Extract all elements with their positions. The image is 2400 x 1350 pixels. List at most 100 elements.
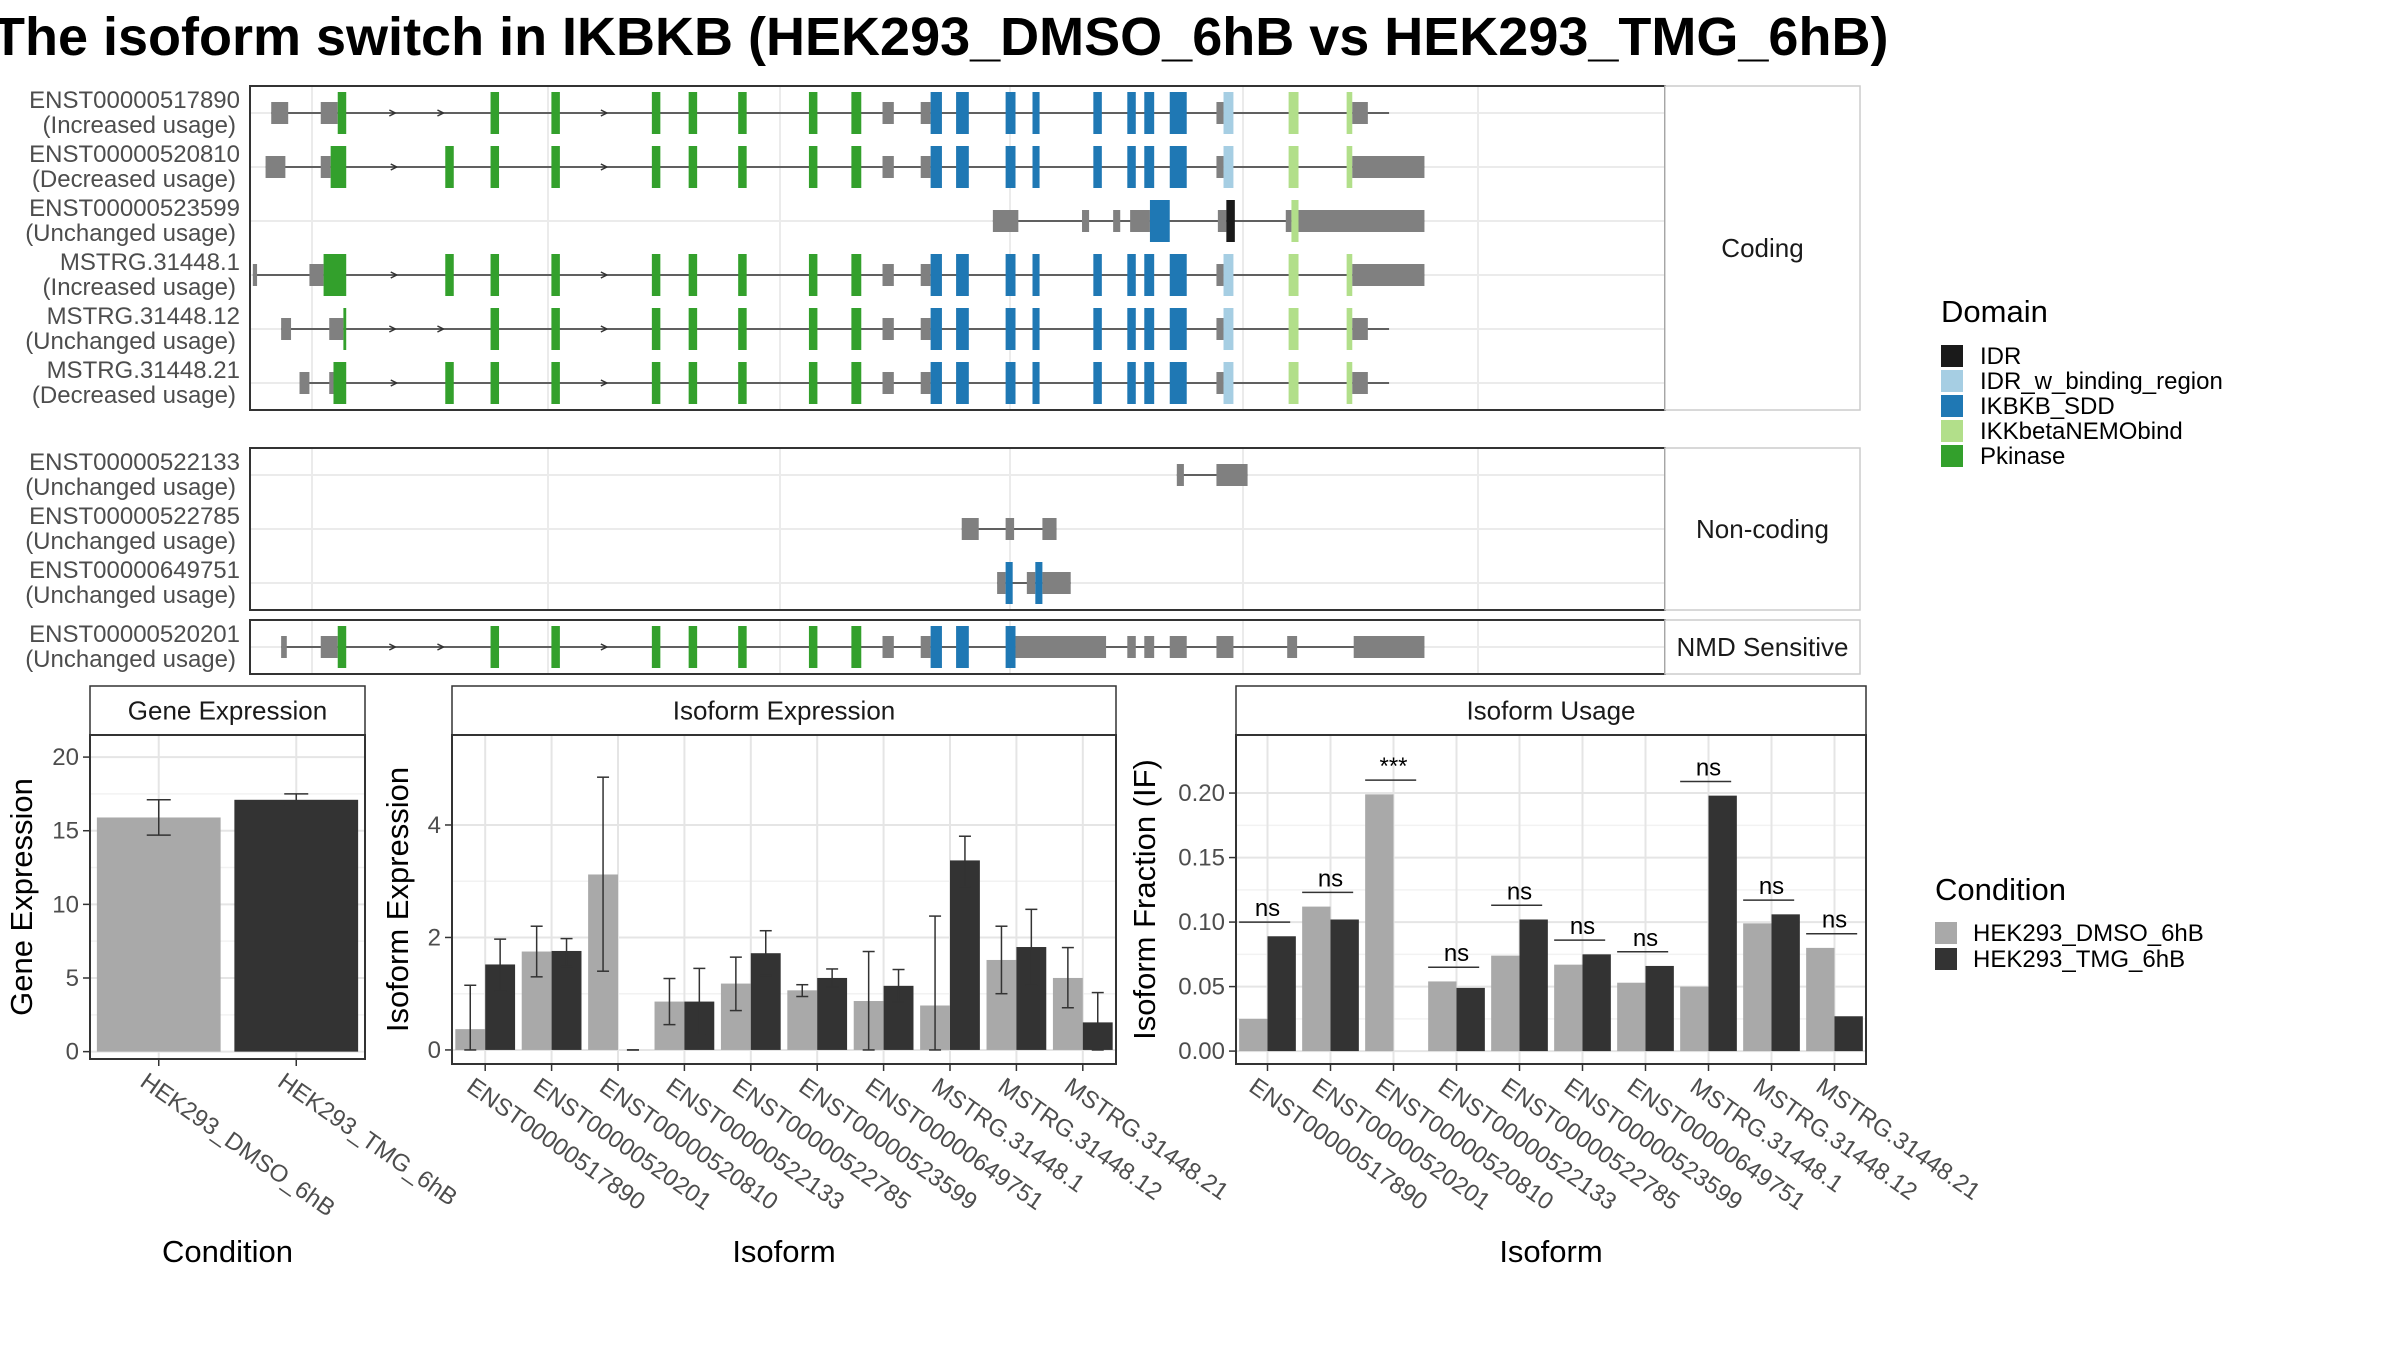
utr-exon	[320, 102, 338, 124]
transcript-usage-label: (Decreased usage)	[32, 382, 236, 409]
utr-exon	[1113, 210, 1121, 232]
intron-direction-arrow	[600, 271, 609, 279]
domain-exon-IKBKB_SDD	[930, 254, 942, 296]
domain-exon-Pkinase	[445, 146, 454, 188]
domain-legend-label: Pkinase	[1980, 443, 2065, 470]
bar-dmso	[1365, 794, 1394, 1052]
utr-exon	[882, 318, 894, 340]
utr-exon	[309, 264, 324, 286]
domain-exon-IKKbetaNEMObind	[1288, 254, 1299, 296]
domain-exon-IKBKB_SDD	[1169, 308, 1187, 350]
domain-exon-IDR_w_binding_region	[1223, 308, 1234, 350]
domain-exon-IKKbetaNEMObind	[1288, 92, 1299, 134]
bar-tmg	[1330, 919, 1359, 1052]
utr-exon	[1285, 210, 1292, 232]
condition-legend-swatch	[1935, 948, 1957, 970]
domain-exon-IKBKB_SDD	[1149, 200, 1170, 242]
domain-exon-Pkinase	[330, 146, 347, 188]
utr-exon	[920, 318, 931, 340]
transcript-label: ENST00000522785	[29, 503, 240, 530]
utr-exon	[1144, 636, 1155, 658]
domain-exon-IKBKB_SDD	[1127, 254, 1136, 296]
domain-exon-IKBKB_SDD	[956, 308, 969, 350]
bar-tmg	[1519, 919, 1548, 1052]
bar-dmso	[1491, 955, 1520, 1052]
domain-exon-Pkinase	[490, 254, 500, 296]
domain-exon-Pkinase	[490, 92, 500, 134]
y-tick-label: 5	[66, 965, 79, 992]
utr-exon	[329, 318, 344, 340]
bar-tmg	[950, 860, 980, 1050]
domain-exon-IKBKB_SDD	[956, 362, 969, 404]
domain-exon-Pkinase	[851, 254, 862, 296]
domain-exon-Pkinase	[337, 626, 347, 668]
utr-exon	[882, 372, 894, 394]
domain-exon-Pkinase	[688, 92, 698, 134]
utr-exon	[1298, 210, 1425, 232]
domain-exon-IKBKB_SDD	[930, 146, 942, 188]
domain-exon-IKBKB_SDD	[1127, 92, 1136, 134]
intron-direction-arrow	[600, 163, 609, 171]
domain-exon-IKBKB_SDD	[1093, 254, 1102, 296]
y-tick-label: 0	[428, 1037, 441, 1064]
domain-exon-IKBKB_SDD	[1032, 362, 1040, 404]
utr-exon	[1352, 264, 1425, 286]
utr-exon	[882, 264, 894, 286]
significance-label: ns	[1507, 878, 1532, 905]
transcript-label: MSTRG.31448.21	[47, 357, 240, 384]
transcript-usage-label: (Increased usage)	[43, 274, 236, 301]
domain-exon-Pkinase	[851, 146, 862, 188]
bar-dmso	[1743, 923, 1772, 1052]
utr-exon	[265, 156, 286, 178]
plot-border	[451, 734, 1117, 1065]
domain-exon-Pkinase	[851, 92, 862, 134]
utr-exon	[882, 636, 894, 658]
bar-tmg	[1708, 795, 1737, 1052]
utr-exon	[1042, 572, 1071, 594]
bar-dmso	[1302, 906, 1331, 1052]
domain-exon-IKBKB_SDD	[1005, 92, 1016, 134]
domain-exon-IKBKB_SDD	[930, 626, 942, 668]
facet-strip-label: Coding	[1721, 233, 1803, 263]
utr-exon	[271, 102, 289, 124]
utr-exon	[1042, 518, 1057, 540]
utr-exon	[1216, 636, 1234, 658]
transcript-structure-panel: ENST00000517890(Increased usage)ENST0000…	[25, 85, 1861, 675]
utr-exon	[1216, 264, 1224, 286]
domain-exon-Pkinase	[808, 308, 818, 350]
bar-tmg	[1582, 954, 1611, 1052]
domain-exon-IKBKB_SDD	[930, 92, 942, 134]
utr-exon	[1216, 102, 1224, 124]
domain-exon-IDR	[1226, 200, 1235, 242]
domain-exon-Pkinase	[688, 146, 698, 188]
domain-exon-IKKbetaNEMObind	[1291, 200, 1299, 242]
domain-exon-Pkinase	[688, 254, 698, 296]
plot-border	[89, 734, 366, 1060]
domain-exon-Pkinase	[337, 92, 347, 134]
domain-exon-IKBKB_SDD	[1169, 146, 1187, 188]
domain-exon-IKBKB_SDD	[1093, 92, 1102, 134]
y-tick-label: 0.00	[1178, 1038, 1225, 1065]
utr-exon	[920, 264, 931, 286]
utr-exon	[1005, 518, 1015, 540]
utr-exon	[882, 156, 894, 178]
significance-label: ***	[1379, 753, 1407, 780]
bar-dmso	[1806, 947, 1835, 1052]
significance-label: ns	[1255, 895, 1280, 922]
domain-exon-IKBKB_SDD	[1005, 254, 1016, 296]
transcript-label: MSTRG.31448.12	[47, 303, 240, 330]
utr-exon	[920, 102, 931, 124]
domain-exon-Pkinase	[738, 146, 747, 188]
x-axis-title: Isoform	[732, 1234, 835, 1269]
transcript-usage-label: (Increased usage)	[43, 112, 236, 139]
domain-exon-Pkinase	[851, 308, 862, 350]
chart-title: Gene Expression	[128, 696, 327, 726]
domain-exon-Pkinase	[738, 308, 747, 350]
domain-exon-IDR_w_binding_region	[1223, 362, 1234, 404]
domain-exon-Pkinase	[651, 254, 661, 296]
domain-exon-Pkinase	[343, 308, 347, 350]
domain-exon-Pkinase	[490, 362, 500, 404]
domain-exon-Pkinase	[651, 146, 661, 188]
domain-exon-Pkinase	[808, 626, 818, 668]
